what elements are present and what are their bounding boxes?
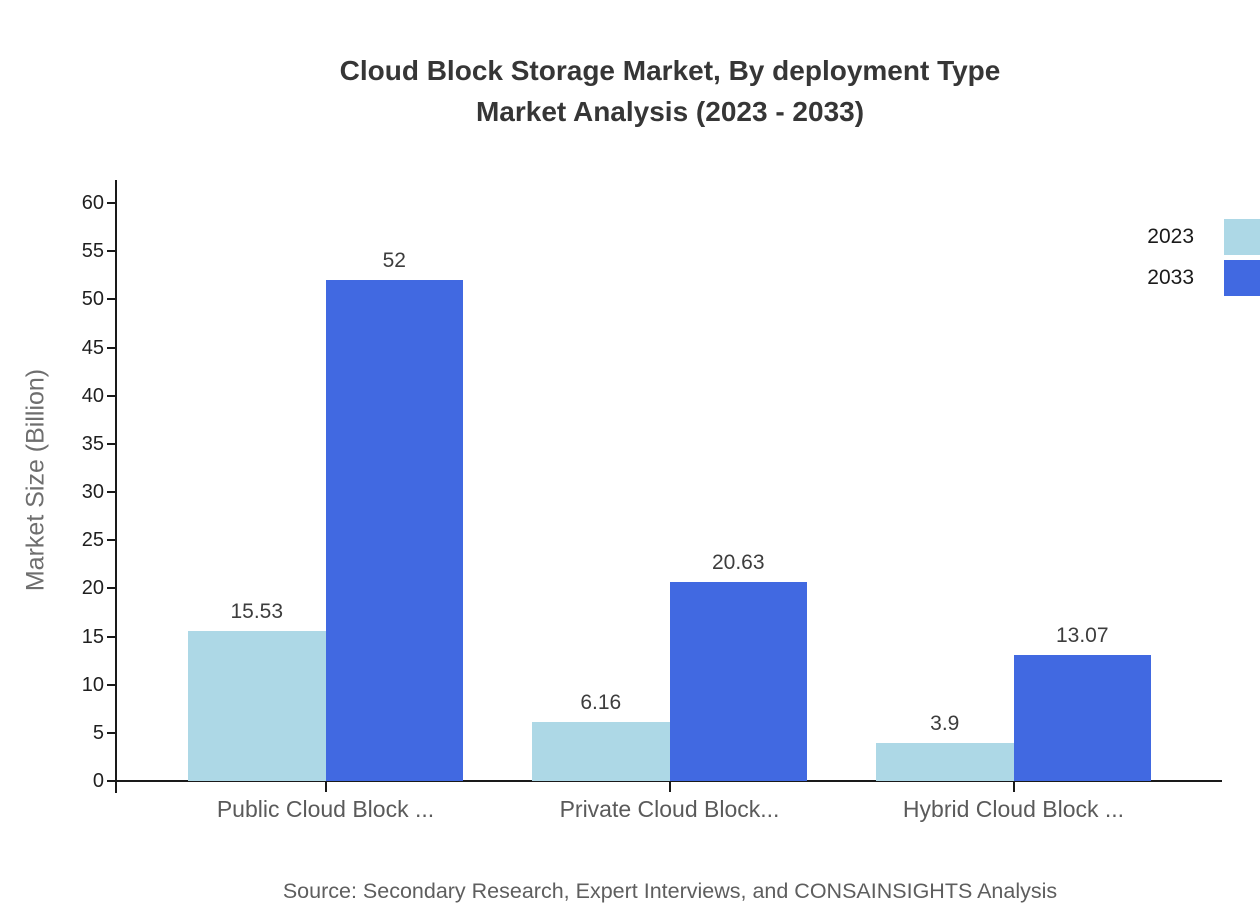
legend-swatch-2033 [1224, 260, 1260, 296]
legend-row-2023: 2023 [1147, 219, 1260, 255]
y-tick-label: 60 [81, 192, 104, 214]
y-tick-mark [107, 539, 115, 542]
x-category-label: Public Cloud Block ... [216, 796, 435, 822]
y-tick-mark [107, 683, 115, 686]
chart-title-line2: Market Analysis (2023 - 2033) [475, 96, 865, 127]
legend-row-2033: 2033 [1147, 260, 1260, 296]
legend-label: 2023 [1147, 225, 1194, 248]
bar-2033-1 [325, 280, 463, 781]
y-tick-label: 55 [81, 240, 104, 263]
y-tick-label: 20 [81, 577, 104, 600]
source-note: Source: Secondary Research, Expert Inter… [282, 879, 1058, 903]
y-tick-label: 25 [81, 529, 104, 552]
y-tick-label: 40 [81, 384, 104, 407]
y-tick-label: 5 [92, 721, 104, 744]
legend-label: 2033 [1147, 266, 1194, 289]
bar-2033-2 [669, 582, 807, 781]
chart-title-line1: Cloud Block Storage Market, By deploymen… [339, 55, 1001, 86]
y-axis-line [115, 180, 117, 793]
y-tick-label: 10 [81, 673, 104, 696]
bar-2023-3 [876, 743, 1014, 781]
value-label: 3.9 [930, 712, 960, 736]
y-tick-mark [107, 780, 115, 782]
y-tick-mark [107, 394, 115, 397]
y-tick-label: 50 [81, 288, 104, 311]
y-tick-mark [107, 442, 115, 445]
y-tick-mark [107, 298, 115, 301]
y-tick-label: 45 [81, 336, 104, 359]
legend-swatch-2023 [1224, 219, 1260, 255]
y-tick-mark [107, 491, 115, 493]
x-tick-mark [324, 781, 327, 792]
value-label: 13.07 [1055, 624, 1109, 648]
y-tick-label: 0 [92, 770, 104, 792]
x-category-label: Hybrid Cloud Block ... [902, 796, 1125, 822]
x-category-label: Private Cloud Block... [559, 796, 780, 822]
y-tick-mark [107, 587, 115, 590]
chart-title: Cloud Block Storage Market, By deploymen… [117, 50, 1223, 132]
y-tick-mark [107, 250, 115, 253]
y-tick-mark [107, 731, 115, 734]
x-tick-mark [668, 781, 671, 792]
value-label: 20.63 [711, 551, 765, 575]
y-tick-mark [107, 202, 115, 204]
y-tick-label: 35 [81, 432, 104, 455]
legend: 2023 2033 [1147, 219, 1260, 301]
bar-2033-3 [1013, 655, 1151, 781]
value-label: 52 [382, 249, 406, 273]
bar-2023-1 [188, 631, 326, 781]
y-tick-mark [107, 346, 115, 349]
y-tick-mark [107, 635, 115, 638]
bar-2023-2 [532, 721, 670, 781]
x-tick-mark [1012, 781, 1015, 792]
value-label: 15.53 [230, 600, 284, 624]
y-tick-label: 15 [81, 625, 104, 648]
y-tick-label: 30 [81, 481, 104, 503]
value-label: 6.16 [580, 690, 622, 714]
